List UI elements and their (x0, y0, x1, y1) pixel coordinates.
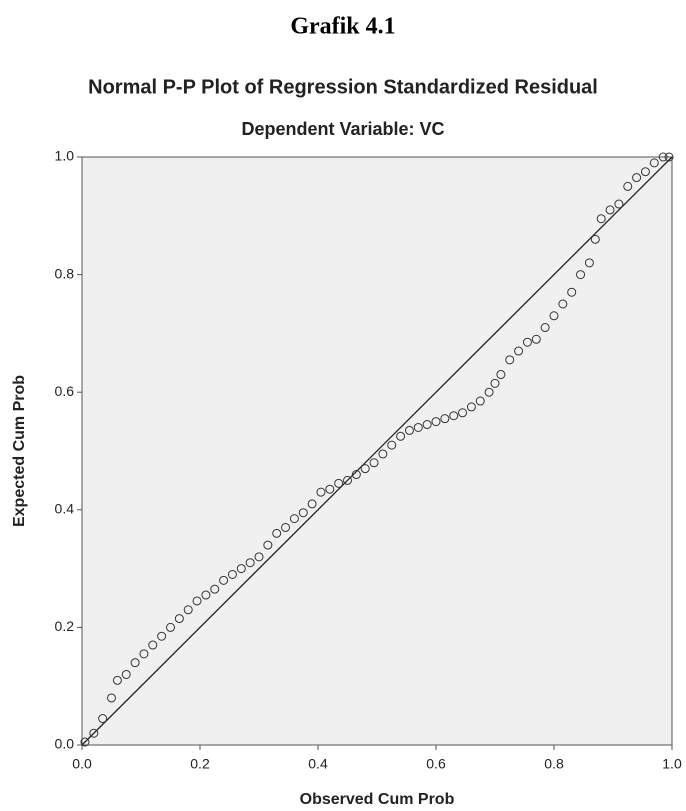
point (263, 540, 273, 550)
point (632, 173, 642, 183)
point (148, 640, 158, 650)
point (475, 396, 485, 406)
point (289, 514, 299, 524)
point (351, 470, 361, 480)
chart-subtitle: Dependent Variable: VC (241, 119, 444, 139)
point (227, 569, 237, 579)
point (614, 199, 624, 209)
point (396, 431, 406, 441)
point (449, 411, 459, 421)
point (422, 420, 432, 430)
x-tick-label: 0.2 (190, 756, 210, 772)
point (584, 258, 594, 268)
point (121, 669, 131, 679)
point (174, 614, 184, 624)
point (623, 181, 633, 191)
y-tick-label: 0.0 (55, 736, 75, 752)
point (458, 408, 468, 418)
point (567, 287, 577, 297)
point (343, 475, 352, 485)
x-tick-label: 0.4 (308, 756, 328, 772)
point (387, 440, 397, 450)
point (130, 658, 140, 668)
x-tick-label: 0.8 (544, 756, 564, 772)
page-header: Grafik 4.1 (290, 14, 395, 40)
point (369, 458, 379, 468)
point (236, 564, 246, 574)
x-tick-label: 0.0 (72, 756, 92, 772)
point (360, 464, 370, 474)
point (378, 449, 388, 459)
point (576, 270, 586, 280)
point (98, 714, 108, 724)
point (531, 334, 541, 344)
point (166, 622, 175, 632)
point (183, 605, 193, 615)
y-tick-label: 0.2 (55, 618, 75, 634)
point (80, 737, 90, 747)
point (413, 422, 423, 432)
point (139, 649, 149, 659)
y-tick-label: 0.6 (55, 383, 75, 399)
point (325, 484, 335, 494)
point (649, 158, 659, 168)
point (440, 414, 450, 424)
point (219, 575, 229, 585)
point (664, 152, 674, 162)
x-tick-label: 0.6 (426, 756, 446, 772)
point (590, 234, 600, 244)
x-axis-label: Observed Cum Prob (300, 791, 455, 808)
y-tick-label: 0.8 (55, 265, 75, 281)
point (404, 425, 414, 435)
point (192, 596, 202, 606)
point (245, 558, 255, 568)
point (210, 584, 220, 594)
reference-line (81, 156, 673, 746)
point (496, 370, 506, 380)
point (157, 631, 167, 641)
point (505, 355, 515, 365)
point (466, 402, 476, 412)
point (431, 417, 441, 427)
point (514, 346, 524, 356)
point (522, 337, 532, 347)
point (272, 528, 282, 538)
x-tick-label: 1.0 (662, 756, 682, 772)
point (254, 552, 264, 562)
point (490, 378, 500, 388)
point (298, 508, 308, 518)
point (201, 590, 211, 600)
point (540, 323, 550, 333)
point (640, 167, 650, 177)
chart-title: Normal P-P Plot of Regression Standardiz… (88, 76, 598, 98)
point (112, 675, 122, 685)
point (316, 487, 326, 497)
point (89, 728, 99, 738)
y-tick-label: 1.0 (55, 148, 75, 164)
point (107, 693, 116, 703)
point (334, 478, 344, 488)
point (558, 299, 568, 309)
point (596, 214, 606, 224)
point (605, 205, 615, 215)
y-axis-label: Expected Cum Prob (11, 375, 28, 527)
y-tick-label: 0.4 (55, 501, 75, 517)
point (549, 311, 559, 321)
point (281, 522, 291, 532)
point (307, 499, 317, 509)
point (658, 152, 668, 162)
point (484, 387, 494, 397)
